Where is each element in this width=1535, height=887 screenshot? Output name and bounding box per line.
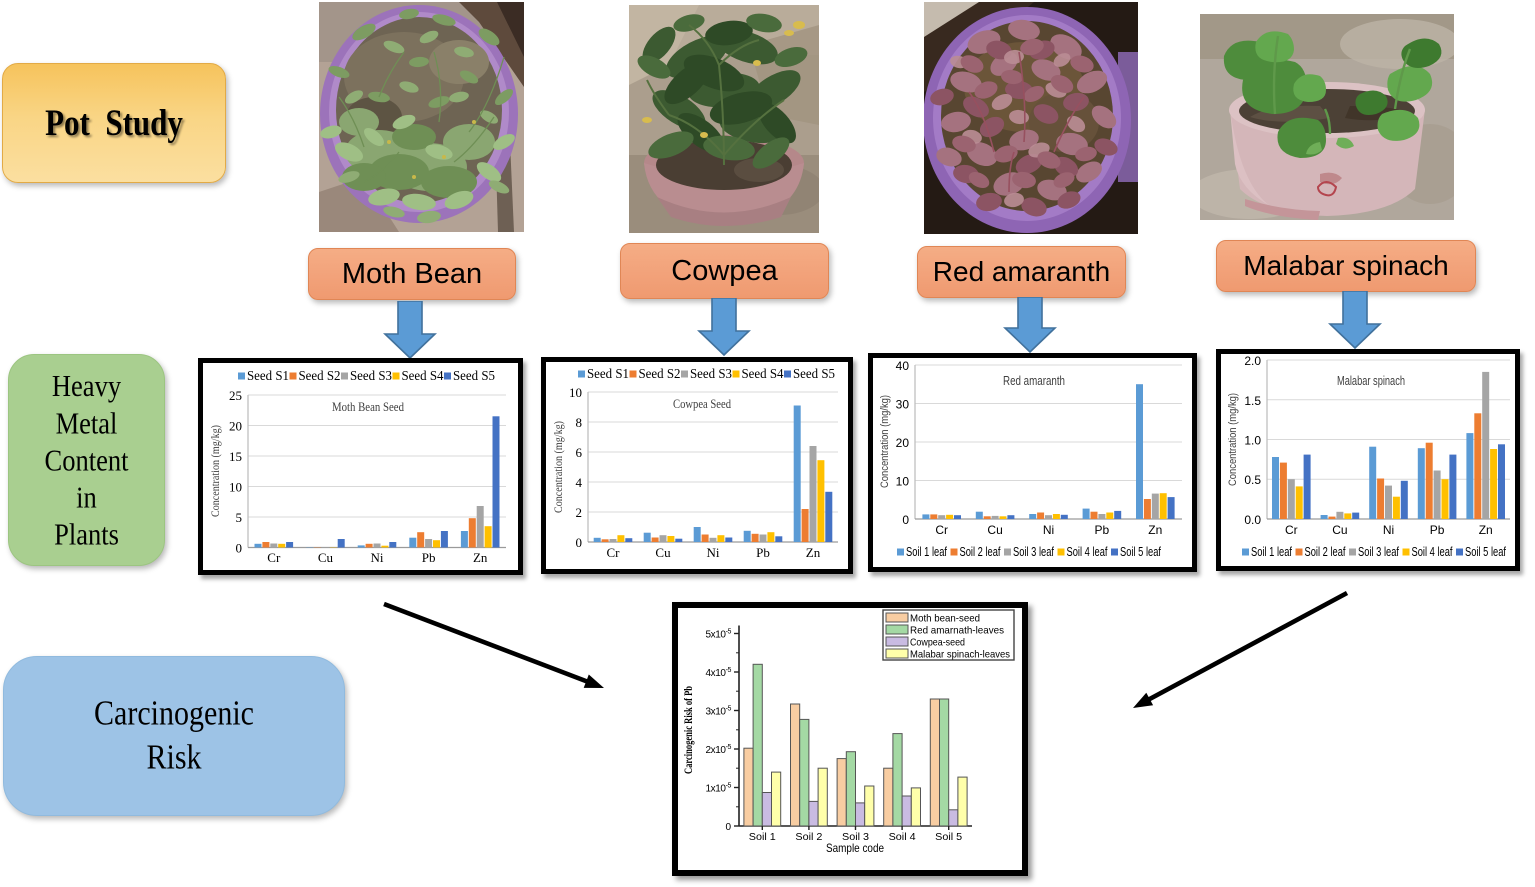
svg-text:0.0: 0.0 — [1244, 513, 1261, 527]
svg-text:2x10-5: 2x10-5 — [705, 744, 731, 756]
svg-text:4x10-5: 4x10-5 — [705, 667, 731, 679]
svg-text:Pb: Pb — [1095, 523, 1110, 537]
svg-text:40: 40 — [896, 359, 910, 373]
svg-text:Soil 2: Soil 2 — [795, 831, 822, 843]
svg-text:10: 10 — [229, 480, 242, 495]
svg-text:Seed S4: Seed S4 — [742, 366, 784, 381]
svg-text:Concentration (mg/kg): Concentration (mg/kg) — [210, 425, 222, 517]
svg-text:Malabar spinach-leaves: Malabar spinach-leaves — [910, 649, 1010, 661]
svg-text:Moth bean-seed: Moth bean-seed — [910, 613, 980, 625]
svg-text:Cu: Cu — [987, 523, 1002, 537]
svg-text:Ni: Ni — [1383, 523, 1394, 537]
svg-text:20: 20 — [896, 436, 910, 450]
svg-text:Pb: Pb — [756, 545, 770, 560]
svg-text:Seed S2: Seed S2 — [639, 366, 681, 381]
svg-text:Pb: Pb — [422, 550, 436, 565]
svg-text:Cr: Cr — [267, 550, 281, 565]
svg-text:Ni: Ni — [707, 545, 720, 560]
svg-text:10: 10 — [896, 475, 910, 489]
svg-text:Red amaranth: Red amaranth — [1003, 374, 1065, 388]
svg-text:25: 25 — [229, 388, 242, 403]
svg-text:Seed S2: Seed S2 — [299, 368, 341, 383]
svg-text:0: 0 — [576, 535, 583, 550]
svg-text:3x10-5: 3x10-5 — [705, 706, 731, 718]
svg-text:Cu: Cu — [655, 545, 671, 560]
svg-text:Cr: Cr — [935, 523, 948, 537]
svg-text:Pb: Pb — [1430, 523, 1445, 537]
svg-text:30: 30 — [896, 398, 910, 412]
svg-text:Soil 1: Soil 1 — [749, 831, 776, 843]
svg-text:4: 4 — [576, 475, 583, 490]
svg-text:Zn: Zn — [1148, 523, 1162, 537]
svg-text:5x10-5: 5x10-5 — [705, 629, 731, 641]
svg-text:Soil 3: Soil 3 — [842, 831, 869, 843]
svg-text:Moth Bean Seed: Moth Bean Seed — [332, 399, 404, 414]
svg-text:Concentration (mg/kg): Concentration (mg/kg) — [553, 421, 565, 513]
svg-text:5: 5 — [236, 510, 243, 525]
svg-text:Ni: Ni — [1043, 523, 1054, 537]
svg-text:Seed S3: Seed S3 — [350, 368, 392, 383]
svg-text:1.5: 1.5 — [1244, 394, 1261, 408]
svg-text:0: 0 — [236, 541, 243, 556]
svg-text:Seed S1: Seed S1 — [587, 366, 629, 381]
svg-text:2.0: 2.0 — [1244, 354, 1261, 368]
svg-text:Soil 2 leaf: Soil 2 leaf — [960, 545, 1001, 559]
svg-text:Cowpea-seed: Cowpea-seed — [910, 637, 965, 649]
svg-text:Red amarnath-leaves: Red amarnath-leaves — [910, 625, 1004, 637]
svg-text:Soil 2 leaf: Soil 2 leaf — [1305, 545, 1346, 559]
svg-text:Malabar spinach: Malabar spinach — [1337, 374, 1405, 388]
svg-text:Soil 3 leaf: Soil 3 leaf — [1358, 545, 1399, 559]
svg-text:Soil 5 leaf: Soil 5 leaf — [1465, 545, 1506, 559]
svg-text:20: 20 — [229, 419, 242, 434]
svg-text:15: 15 — [229, 449, 242, 464]
svg-text:Ni: Ni — [371, 550, 384, 565]
svg-text:10: 10 — [569, 385, 582, 400]
svg-text:Seed S1: Seed S1 — [247, 368, 289, 383]
svg-text:Zn: Zn — [1479, 523, 1493, 537]
svg-text:Seed S3: Seed S3 — [690, 366, 732, 381]
svg-text:Soil 4: Soil 4 — [889, 831, 916, 843]
svg-text:Soil 5: Soil 5 — [935, 831, 962, 843]
svg-text:Zn: Zn — [473, 550, 488, 565]
svg-text:2: 2 — [576, 505, 583, 520]
svg-text:Cr: Cr — [607, 545, 621, 560]
svg-text:Carcinogenic Risk of Pb: Carcinogenic Risk of Pb — [681, 686, 695, 774]
svg-text:Seed S4: Seed S4 — [402, 368, 444, 383]
svg-text:Soil 1 leaf: Soil 1 leaf — [1251, 545, 1292, 559]
svg-text:Concentration (mg/kg): Concentration (mg/kg) — [879, 395, 891, 488]
svg-text:8: 8 — [576, 415, 583, 430]
svg-text:Soil 3 leaf: Soil 3 leaf — [1013, 545, 1054, 559]
svg-text:Soil 1 leaf: Soil 1 leaf — [906, 545, 947, 559]
svg-text:0.5: 0.5 — [1244, 473, 1261, 487]
svg-text:0: 0 — [902, 513, 909, 527]
svg-text:1.0: 1.0 — [1244, 434, 1261, 448]
svg-text:Soil 4 leaf: Soil 4 leaf — [1067, 545, 1108, 559]
svg-text:Cowpea Seed: Cowpea Seed — [673, 396, 731, 411]
svg-text:6: 6 — [576, 445, 583, 460]
svg-text:Cu: Cu — [1332, 523, 1347, 537]
svg-text:1x10-5: 1x10-5 — [705, 783, 731, 795]
svg-text:Soil 4 leaf: Soil 4 leaf — [1412, 545, 1453, 559]
svg-text:Sample code: Sample code — [826, 841, 884, 855]
svg-text:0: 0 — [725, 822, 731, 833]
svg-text:Cu: Cu — [318, 550, 334, 565]
svg-text:Cr: Cr — [1285, 523, 1298, 537]
svg-text:Concentration (mg/kg): Concentration (mg/kg) — [1227, 393, 1239, 486]
svg-text:Seed S5: Seed S5 — [453, 368, 495, 383]
svg-text:Zn: Zn — [806, 545, 821, 560]
svg-text:Seed S5: Seed S5 — [793, 366, 835, 381]
svg-text:Soil 5 leaf: Soil 5 leaf — [1120, 545, 1161, 559]
